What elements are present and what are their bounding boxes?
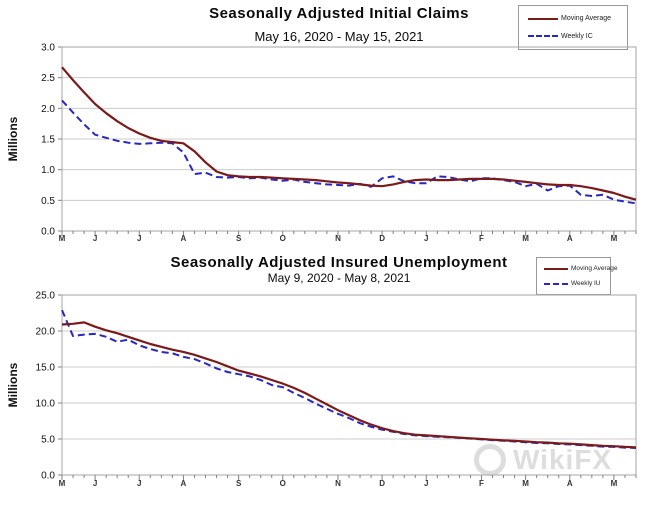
legend-label: Weekly IU — [571, 280, 601, 287]
x-tick-label: J — [93, 234, 97, 243]
y-tick-label: 0.5 — [41, 196, 55, 207]
x-tick-label: N — [335, 234, 341, 243]
x-tick-label: O — [280, 479, 286, 488]
weekly-dashed-line-icon — [544, 282, 568, 285]
x-tick-label: D — [379, 479, 385, 488]
y-tick-label: 3.0 — [41, 43, 55, 54]
moving-average-line-icon — [528, 17, 558, 20]
y-tick-label: 15.0 — [36, 363, 56, 374]
y-tick-label: 1.5 — [41, 135, 55, 146]
chart1-title: Seasonally Adjusted Initial Claims — [209, 5, 469, 22]
x-tick-label: M — [611, 234, 618, 243]
y-tick-label: 2.0 — [41, 104, 55, 115]
x-tick-label: S — [236, 479, 242, 488]
x-tick-label: A — [181, 479, 187, 488]
legend-label: Moving Average — [561, 15, 612, 23]
series-moving-average — [61, 321, 637, 449]
legend-item-weekly-ic: Weekly IC — [528, 33, 625, 40]
legend-label: Moving Average — [571, 265, 618, 272]
x-tick-label: D — [379, 234, 385, 243]
x-tick-label: J — [93, 479, 97, 488]
x-tick-label: J — [424, 479, 428, 488]
chart1-plot-area: 3.0 2.5 2.0 1.5 1.0 0.5 0.0 M J J A S O N D J F M A M — [41, 43, 637, 243]
x-tick-label: J — [424, 234, 428, 243]
chart2-legend: Moving Average Weekly IU — [536, 257, 618, 295]
y-tick-label: 0.0 — [41, 471, 55, 482]
y-tick-label: 20.0 — [36, 327, 56, 338]
series-moving-average — [61, 66, 637, 201]
y-tick-label: 0.0 — [41, 227, 55, 238]
chart2-subtitle: May 9, 2020 - May 8, 2021 — [267, 271, 411, 285]
x-tick-label: F — [479, 479, 484, 488]
plot-border — [61, 294, 637, 476]
x-tick-label: M — [59, 234, 66, 243]
x-tick-label: N — [335, 479, 341, 488]
x-tick-label: A — [567, 479, 573, 488]
legend-label: Weekly IC — [561, 32, 593, 40]
x-tick-label: A — [181, 234, 187, 243]
x-tick-label: A — [567, 234, 573, 243]
x-tick-label: F — [479, 234, 484, 243]
chart2-plot-area: 25.0 20.0 15.0 10.0 5.0 0.0 M J J A S O N D J F M A M — [36, 291, 637, 488]
x-tick-label: S — [236, 234, 242, 243]
y-tick-label: 2.5 — [41, 73, 55, 84]
y-tick-label: 25.0 — [36, 291, 56, 302]
x-tick-label: J — [137, 479, 141, 488]
chart1-subtitle: May 16, 2020 - May 15, 2021 — [254, 29, 424, 44]
y-tick-label: 5.0 — [41, 435, 55, 446]
y-tick-label: 10.0 — [36, 399, 56, 410]
legend-item-weekly-iu: Weekly IU — [544, 280, 608, 287]
chart1-legend: Moving Average Weekly IC — [518, 5, 628, 50]
legend-item-moving-average: Moving Average — [544, 265, 618, 272]
x-tick-label: J — [137, 234, 141, 243]
x-tick-label: M — [522, 479, 529, 488]
weekly-dashed-line-icon — [528, 35, 558, 38]
x-tick-label: O — [280, 234, 286, 243]
x-tick-label: M — [611, 479, 618, 488]
y-tick-label: 1.0 — [41, 165, 55, 176]
x-tick-label: M — [522, 234, 529, 243]
series-weekly-ic — [61, 99, 637, 205]
series-weekly-iu — [61, 309, 637, 449]
x-tick-label: M — [59, 479, 66, 488]
moving-average-line-icon — [544, 267, 568, 270]
chart2-title: Seasonally Adjusted Insured Unemployment — [170, 254, 508, 271]
legend-item-moving-average: Moving Average — [528, 15, 625, 22]
